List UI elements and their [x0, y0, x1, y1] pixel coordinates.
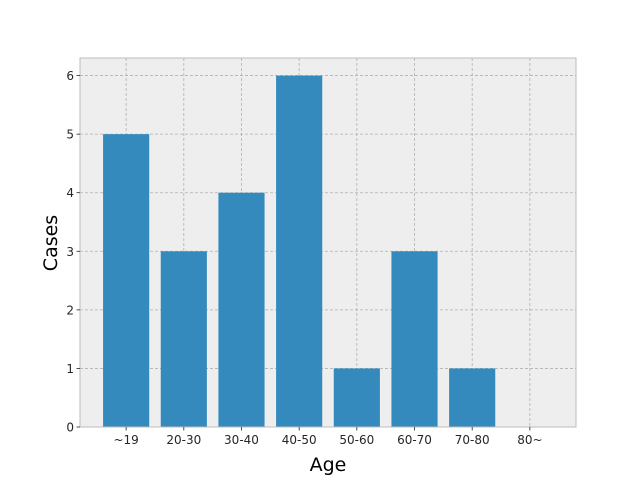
bar-20-30 [160, 251, 207, 427]
x-tick-label: 20-30 [166, 433, 201, 447]
y-tick-label: 4 [66, 186, 74, 200]
y-axis-label: Cases [40, 215, 62, 271]
x-tick-label: 50-60 [339, 433, 374, 447]
x-tick-label: 70-80 [455, 433, 490, 447]
y-tick-label: 1 [66, 362, 74, 376]
bar-70-80 [449, 368, 496, 427]
bar-50-60 [333, 368, 380, 427]
bar-~19 [103, 134, 150, 427]
bar-30-40 [218, 192, 265, 427]
y-tick-label: 2 [66, 303, 74, 317]
y-tick-label: 6 [66, 69, 74, 83]
x-tick-label: 30-40 [224, 433, 259, 447]
y-tick-label: 0 [66, 421, 74, 435]
bars [103, 75, 496, 428]
y-tick-label: 3 [66, 245, 74, 259]
x-axis-label: Age [310, 454, 347, 476]
bar-40-50 [276, 75, 323, 428]
bar-60-70 [391, 251, 438, 427]
plot-frame [79, 57, 577, 428]
x-axis-ticks: ~19 20-30 30-40 40-50 50-60 60-70 70-80 80~ [113, 427, 543, 447]
x-tick-label: 80~ [517, 433, 542, 447]
x-tick-label: 40-50 [282, 433, 317, 447]
plot-area [80, 58, 576, 427]
y-axis-ticks: 0 1 2 3 4 5 6 [66, 69, 80, 435]
y-tick-label: 5 [66, 128, 74, 142]
x-tick-label: 60-70 [397, 433, 432, 447]
x-tick-label: ~19 [113, 433, 138, 447]
